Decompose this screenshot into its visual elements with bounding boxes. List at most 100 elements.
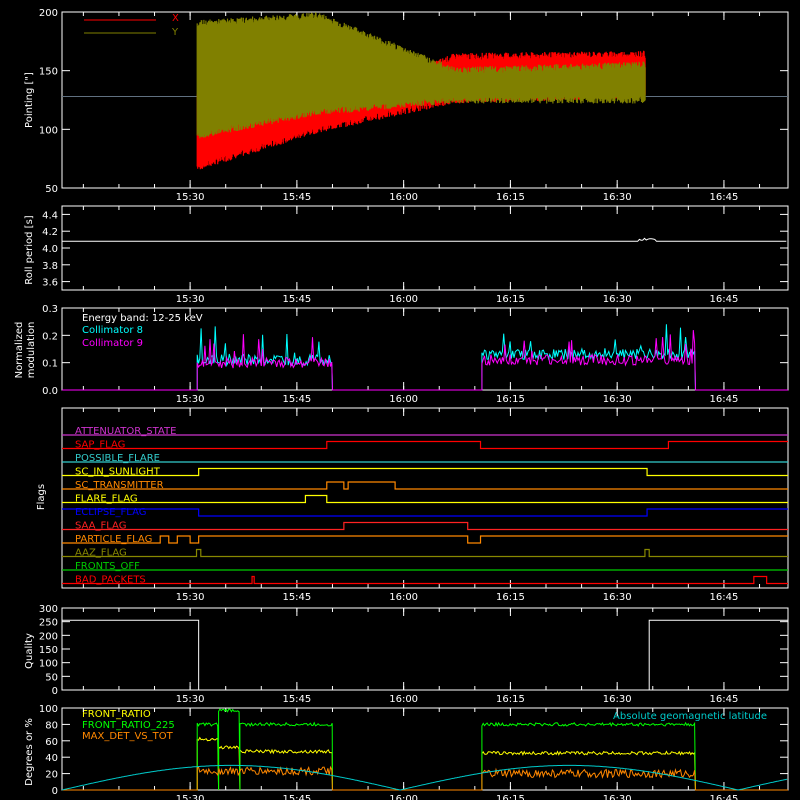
ratios-ytick-label: 80 <box>45 720 58 731</box>
quality-xtick-label: 16:45 <box>710 694 739 705</box>
quality-ytick-label: 0 <box>52 686 58 697</box>
flag-line-saa-flag <box>62 521 788 531</box>
ratios-geomag-label: Absolute geomagnetic latitude <box>613 711 767 722</box>
quality-xtick-label: 15:30 <box>176 694 205 705</box>
flags-panel: Flags <box>36 484 47 510</box>
modulation-xtick-label: 16:45 <box>710 394 739 405</box>
quality-line <box>62 619 788 691</box>
modulation-ytick-label: 0.2 <box>42 331 58 342</box>
ratios-xtick-label: 15:45 <box>282 794 311 800</box>
flags-xtick-label: 15:45 <box>282 592 311 603</box>
ratios-ytick-label: 20 <box>45 770 58 781</box>
flag-label-possible-flare: POSSIBLE_FLARE <box>75 453 160 464</box>
flag-label-sap-flag: SAP_FLAG <box>75 440 125 451</box>
roll-xtick-label: 15:45 <box>282 294 311 305</box>
modulation-energy-band: Energy band: 12-25 keV <box>82 313 203 324</box>
quality-ytick-label: 100 <box>39 659 58 670</box>
modulation-legend-c9: Collimator 9 <box>82 338 143 349</box>
chart-marks: 15:30 15:45 16:00 16:15 16:30 16:45 50 100 150 20… <box>39 8 789 800</box>
flags-xtick-label: 16:30 <box>603 592 632 603</box>
ratios-ytick-label: 60 <box>45 737 58 748</box>
quality-panel: Quality <box>24 633 35 669</box>
pointing-xtick-label: 16:30 <box>603 192 632 203</box>
modulation-ytick-label: 0.0 <box>42 386 58 397</box>
pointing-xtick-label: 16:45 <box>710 192 739 203</box>
pointing-legend-x: X <box>172 13 179 24</box>
quality-ylabel: Quality <box>24 633 35 669</box>
modulation-xtick-label: 16:30 <box>603 394 632 405</box>
modulation-legend-c8: Collimator 8 <box>82 325 143 336</box>
quality-xtick-label: 16:30 <box>603 694 632 705</box>
ratios-legend-front-ratio-225: FRONT_RATIO_225 <box>82 720 175 731</box>
flag-label-saa-flag: SAA_FLAG <box>75 521 126 532</box>
pointing-frame <box>61 11 789 189</box>
flag-line-particle-flag <box>62 535 788 544</box>
roll-xtick-label: 16:30 <box>603 294 632 305</box>
ratios-ylabel: Degrees or % <box>24 718 35 786</box>
ratios-front-ratio-225-line <box>62 708 788 791</box>
quality-ytick-label: 200 <box>39 631 58 642</box>
ratios-front-ratio-line <box>62 736 788 791</box>
quality-ytick-label: 250 <box>39 618 58 629</box>
quality-ytick-label: 300 <box>39 604 58 615</box>
modulation-ylabel-line2: modulation <box>26 322 37 379</box>
quality-xtick-label: 15:45 <box>282 694 311 705</box>
ratios-panel: Degrees or % FRONT_RATIO FRONT_RATIO_225… <box>24 709 767 786</box>
flag-line-eclipse-flag <box>62 508 788 517</box>
flag-label-sc-in-sunlight: SC_IN_SUNLIGHT <box>75 467 161 478</box>
ratios-ytick-label: 100 <box>39 704 58 715</box>
pointing-legend-y: Y <box>171 27 179 38</box>
pointing-ytick-label: 200 <box>39 8 58 19</box>
flag-line-sc-in-sunlight <box>62 467 788 477</box>
ratios-xtick-label: 16:00 <box>389 794 418 800</box>
modulation-ytick-label: 0.1 <box>42 359 58 370</box>
flags-xtick-label: 16:15 <box>496 592 525 603</box>
pointing-ytick-label: 150 <box>39 67 58 78</box>
ratios-ytick-label: 0 <box>52 786 58 797</box>
roll-panel: Roll period [s] <box>24 215 35 284</box>
ratios-legend-max-det: MAX_DET_VS_TOT <box>82 731 174 742</box>
pointing-ytick-label: 100 <box>39 125 58 136</box>
pointing-ylabel: Pointing ["] <box>24 72 35 128</box>
flags-xtick-label: 16:00 <box>389 592 418 603</box>
modulation-xtick-label: 16:15 <box>496 394 525 405</box>
pointing-xtick-label: 16:00 <box>389 192 418 203</box>
pointing-xtick-label: 15:45 <box>282 192 311 203</box>
quality-xtick-label: 16:00 <box>389 694 418 705</box>
roll-ylabel: Roll period [s] <box>24 215 35 284</box>
pointing-xtick-label: 16:15 <box>496 192 525 203</box>
ratios-xtick-label: 16:45 <box>710 794 739 800</box>
flag-line-sc-transmitter <box>62 481 788 490</box>
flags-ylabel: Flags <box>36 484 47 510</box>
modulation-xtick-label: 15:30 <box>176 394 205 405</box>
flag-label-bad-packets: BAD_PACKETS <box>75 575 146 586</box>
quality-ytick-label: 50 <box>45 672 58 683</box>
flag-label-particle-flag: PARTICLE_FLAG <box>75 534 152 545</box>
roll-xtick-label: 15:30 <box>176 294 205 305</box>
roll-xtick-label: 16:45 <box>710 294 739 305</box>
flag-line-flare-flag <box>62 494 788 504</box>
ratios-max-det-line <box>62 765 788 791</box>
roll-ytick-label: 4.2 <box>42 227 58 238</box>
flag-label-sc-transmitter: SC_TRANSMITTER <box>75 480 164 491</box>
roll-ytick-label: 4.0 <box>42 244 58 255</box>
roll-ytick-label: 3.6 <box>42 278 58 289</box>
flags-frame <box>61 407 789 589</box>
ratios-legend-front-ratio: FRONT_RATIO <box>82 709 151 720</box>
flag-label-fronts-off: FRONTS_OFF <box>75 561 140 572</box>
pointing-ytick-label: 50 <box>45 184 58 195</box>
ratios-geomagnetic-latitude-line <box>61 764 788 791</box>
modulation-panel: Normalized modulation Energy band: 12-25… <box>14 313 203 378</box>
modulation-xtick-label: 16:00 <box>389 394 418 405</box>
flag-label-flare-flag: FLARE_FLAG <box>75 494 138 505</box>
roll-xtick-label: 16:15 <box>496 294 525 305</box>
flag-line-sap-flag <box>62 440 788 450</box>
roll-ytick-label: 4.4 <box>42 210 58 221</box>
quality-xtick-label: 16:15 <box>496 694 525 705</box>
modulation-ylabel-line1: Normalized <box>14 322 25 379</box>
pointing-series-y <box>196 12 646 139</box>
flag-line-aaz-flag <box>62 548 788 558</box>
ratios-ytick-label: 40 <box>45 753 58 764</box>
